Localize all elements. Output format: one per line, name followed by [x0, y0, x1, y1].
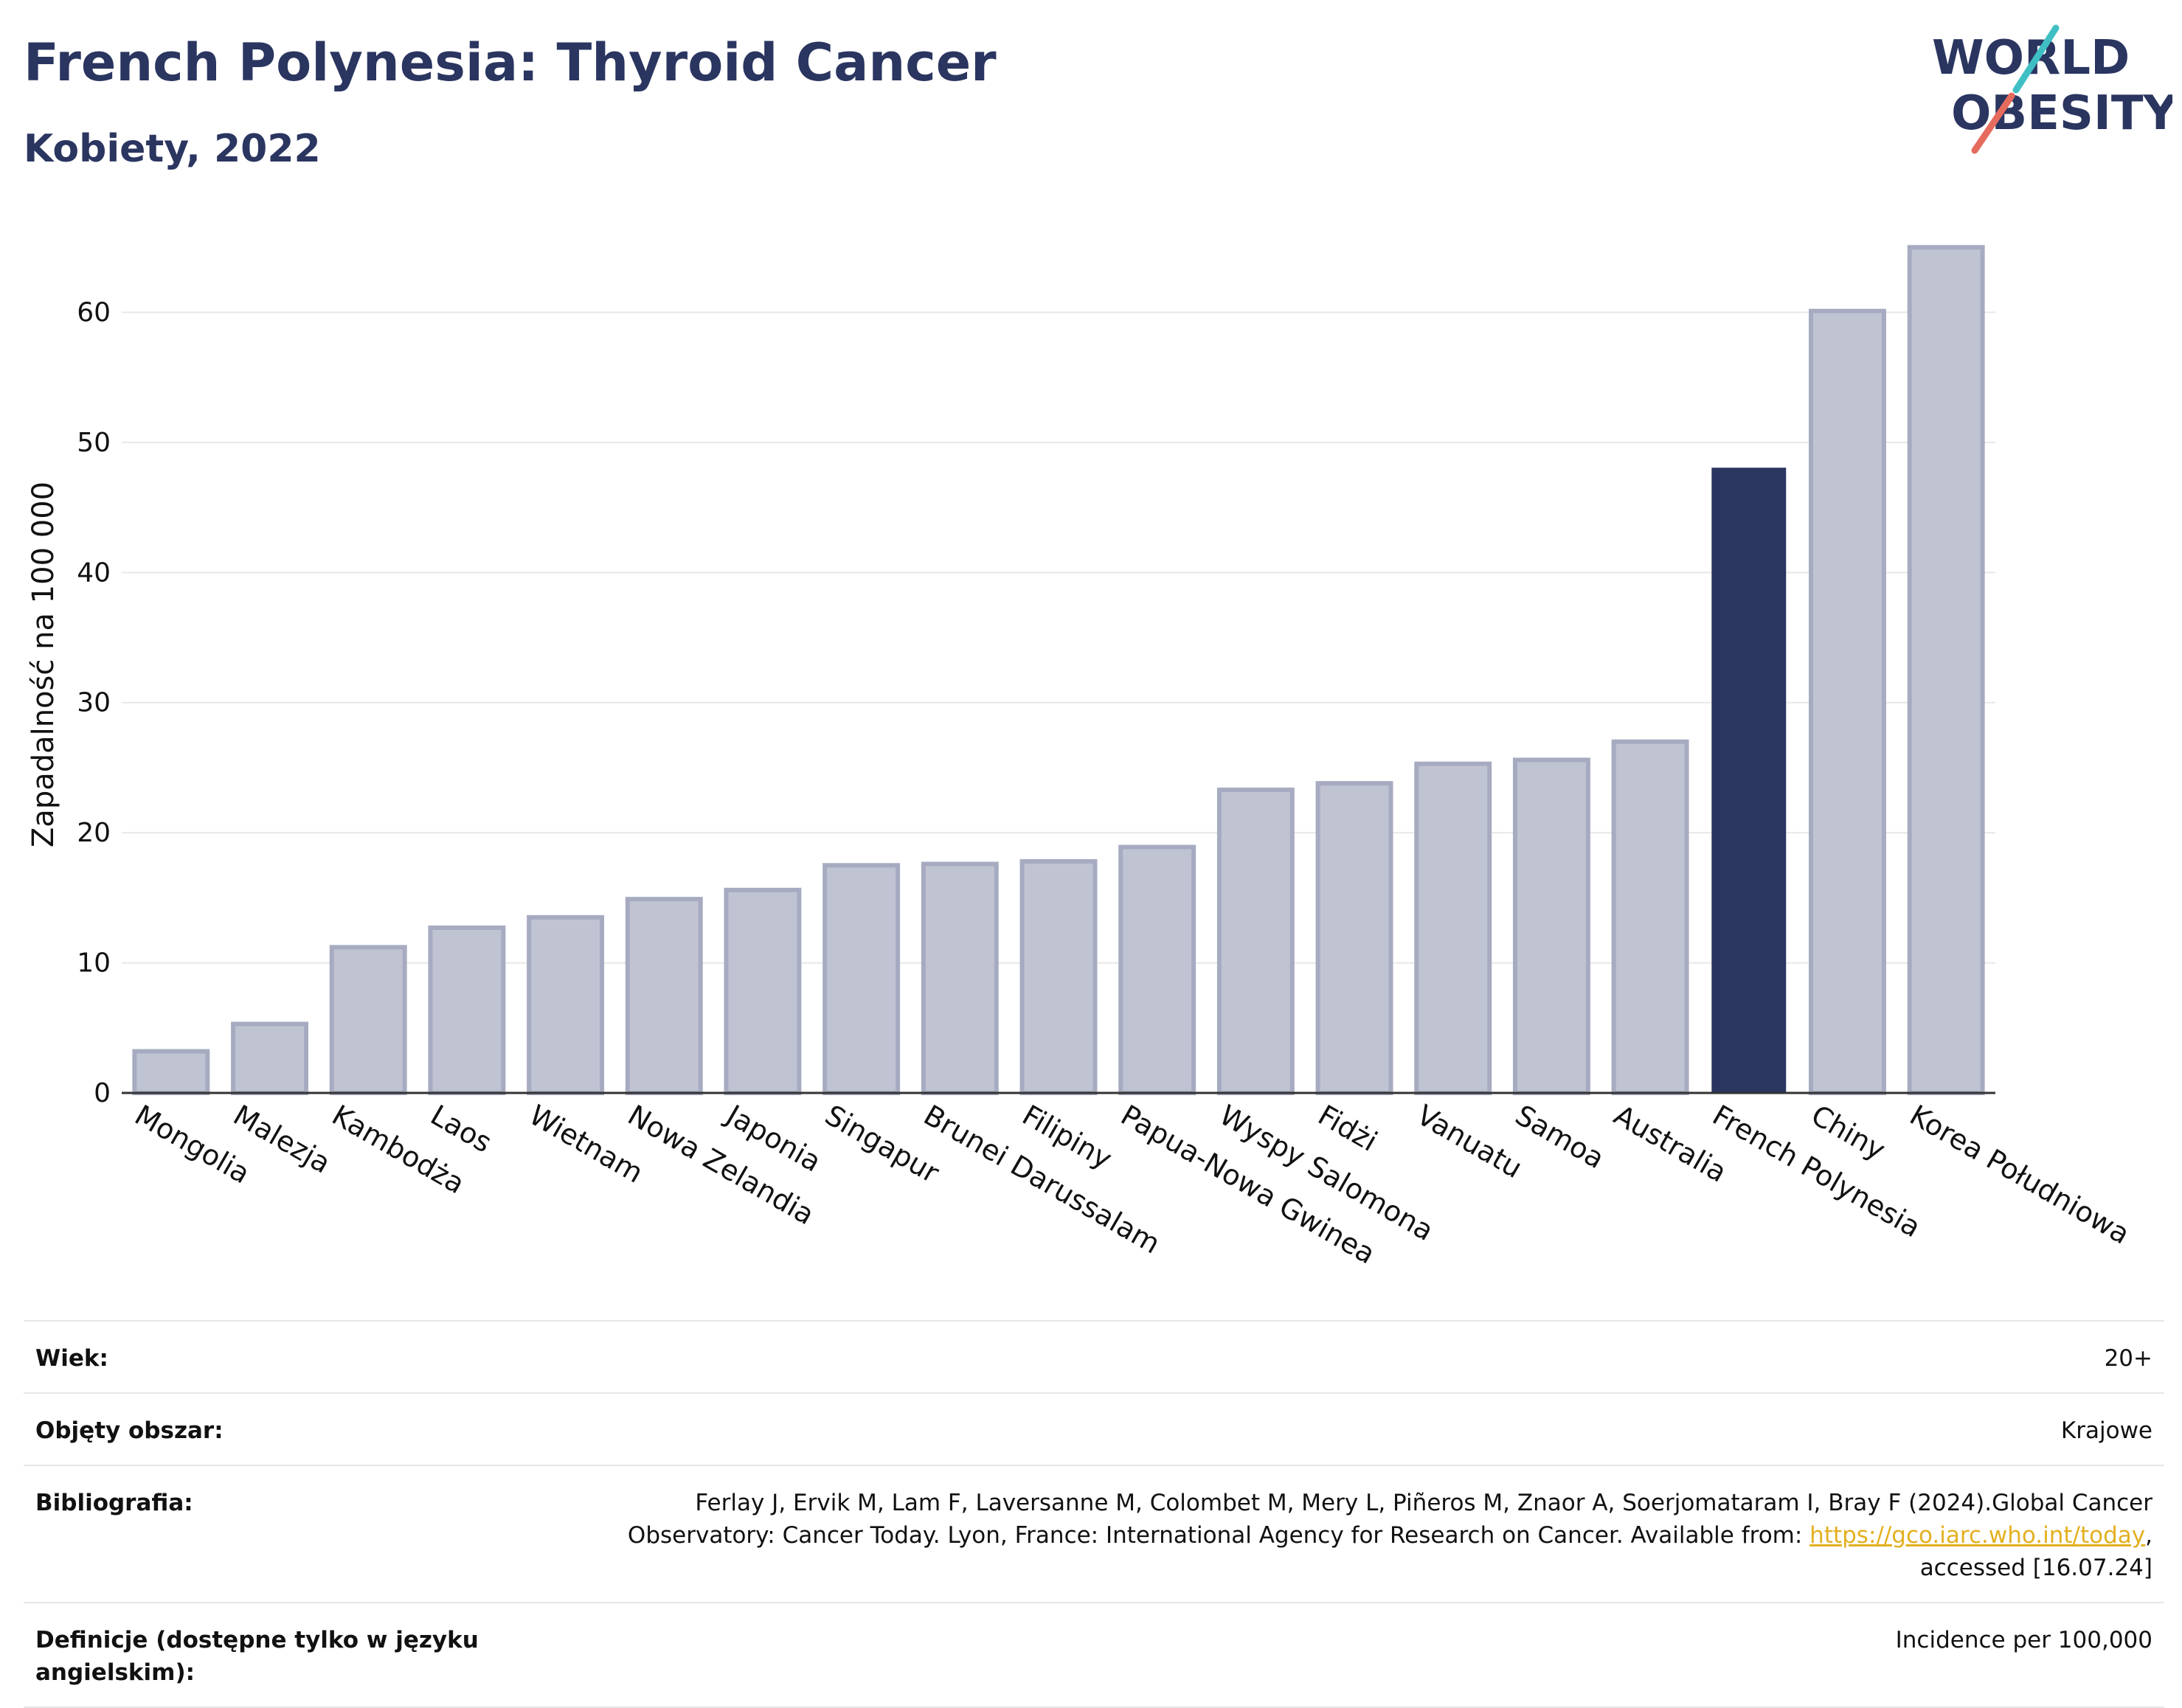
- x-tick-label: Wietnam: [524, 1099, 648, 1190]
- bibliography-accessed: , accessed [16.07.24]: [1919, 1522, 2152, 1581]
- info-label-bibliography: Bibliografia:: [35, 1490, 193, 1516]
- logo-slash-top: [2012, 24, 2060, 94]
- info-label-age: Wiek:: [35, 1345, 108, 1372]
- bar[interactable]: [231, 1021, 308, 1096]
- bar[interactable]: [527, 914, 605, 1095]
- bar[interactable]: [822, 863, 901, 1096]
- info-row-bibliography: Bibliografia: Ferlay J, Ervik M, Lam F, …: [24, 1466, 2164, 1603]
- info-value-area: Krajowe: [2060, 1417, 2152, 1444]
- x-tick-label: Vanuatu: [1411, 1099, 1528, 1184]
- info-row-definitions: Definicje (dostępne tylko w języku angie…: [24, 1603, 2164, 1708]
- info-label-definitions: Definicje (dostępne tylko w języku angie…: [35, 1627, 479, 1686]
- info-table: Wiek: 20+ Objęty obszar: Krajowe Bibliog…: [24, 1320, 2164, 1708]
- info-value-definitions: Incidence per 100,000: [1895, 1627, 2152, 1653]
- logo-slash-bottom: [1971, 92, 2015, 154]
- bar[interactable]: [1019, 858, 1098, 1095]
- page-subtitle: Kobiety, 2022: [24, 127, 321, 171]
- bibliography-text: Ferlay J, Ervik M, Lam F, Laversanne M, …: [627, 1490, 2152, 1549]
- info-row-age: Wiek: 20+: [24, 1322, 2164, 1394]
- x-tick-label: Samoa: [1510, 1099, 1610, 1176]
- info-label-area: Objęty obszar:: [35, 1417, 224, 1444]
- bar[interactable]: [625, 897, 703, 1096]
- bar[interactable]: [1315, 781, 1393, 1095]
- logo-line1: WORLD: [1932, 31, 2130, 86]
- y-tick-label: 10: [77, 948, 111, 979]
- bar[interactable]: [1809, 308, 1886, 1095]
- y-tick-label: 30: [77, 688, 111, 718]
- y-axis-label: Zapadalność na 100 000: [27, 482, 60, 847]
- world-obesity-logo: WORLD OBESITY: [1932, 24, 2172, 154]
- x-tick-label: Laos: [425, 1099, 497, 1159]
- y-tick-label: 0: [94, 1078, 111, 1108]
- info-value-age: 20+: [2104, 1345, 2152, 1372]
- bar[interactable]: [1907, 245, 1985, 1095]
- bar[interactable]: [1118, 844, 1196, 1096]
- bar[interactable]: [428, 925, 506, 1095]
- bar[interactable]: [1611, 739, 1689, 1095]
- bibliography-link[interactable]: https://gco.iarc.who.int/today: [1809, 1522, 2146, 1549]
- y-tick-label: 50: [77, 428, 111, 458]
- info-value-bibliography: Ferlay J, Ervik M, Lam F, Laversanne M, …: [603, 1487, 2152, 1584]
- bar[interactable]: [1512, 757, 1590, 1095]
- page-title: French Polynesia: Thyroid Cancer: [24, 32, 997, 93]
- bars: [132, 245, 1985, 1096]
- bar[interactable]: [724, 887, 802, 1096]
- y-axis-ticks: 0 10 20 30 40 50 60: [77, 297, 111, 1108]
- bar[interactable]: [1414, 761, 1492, 1096]
- y-tick-label: 60: [77, 297, 111, 327]
- x-tick-label: Korea Południowa: [1905, 1099, 2136, 1251]
- bar[interactable]: [1216, 787, 1295, 1096]
- x-tick-label: Fidżi: [1313, 1099, 1383, 1158]
- x-tick-label: Australia: [1609, 1099, 1733, 1189]
- bar[interactable]: [921, 861, 999, 1096]
- bar[interactable]: [132, 1049, 210, 1095]
- y-tick-label: 20: [77, 818, 111, 848]
- bar[interactable]: [1711, 468, 1787, 1094]
- bar[interactable]: [329, 945, 407, 1096]
- y-tick-label: 40: [77, 558, 111, 588]
- info-row-area: Objęty obszar: Krajowe: [24, 1394, 2164, 1466]
